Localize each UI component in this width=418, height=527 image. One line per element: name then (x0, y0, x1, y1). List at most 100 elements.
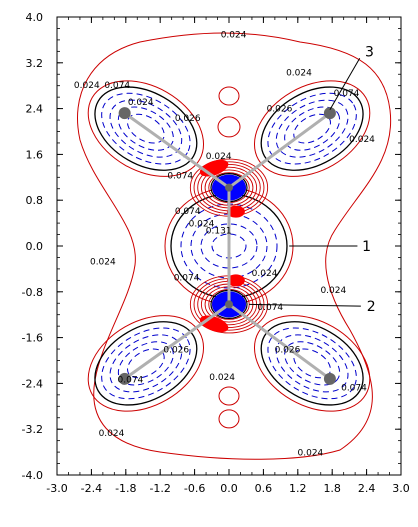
contour-label: 0.026 (163, 345, 189, 355)
contour-lobe-neg (267, 327, 357, 400)
atom-marker (225, 300, 233, 309)
x-tick-label: -1.2 (149, 482, 170, 495)
contour-label: 0.074 (341, 383, 367, 393)
atom-marker (225, 183, 233, 192)
bond-line (227, 302, 332, 381)
contour-label: 0.131 (206, 226, 232, 236)
contour-lobe-neg (267, 92, 357, 165)
y-tick-label: 0.8 (26, 194, 44, 207)
contour-label: 0.024 (209, 373, 235, 383)
core-dense-red (226, 274, 245, 287)
contour-label: 0.024 (189, 220, 215, 230)
contour-label: 0.026 (275, 345, 301, 355)
contour-lobe-neg (109, 334, 183, 393)
y-tick-label: 0.0 (26, 240, 44, 253)
atom-markers (118, 107, 336, 385)
annotation-label: 2 (367, 299, 376, 315)
contour-lobe-zero (260, 321, 364, 406)
contour-label: 0.024 (99, 429, 125, 439)
contour-satellite (218, 86, 240, 106)
annotation-leader (329, 57, 361, 110)
contour-label: 0.026 (267, 104, 293, 114)
y-tick-label: -4.0 (22, 469, 43, 482)
contour-label: 0.074 (104, 81, 130, 91)
contour-satellite (218, 386, 240, 406)
contour-lobe-neg (101, 327, 191, 400)
contour-label: 0.026 (175, 114, 201, 124)
contour-lobe-neg (275, 334, 349, 393)
y-tick-label: -1.6 (22, 332, 43, 345)
contour-label: 0.024 (90, 257, 116, 267)
contour-lobe-outer (87, 315, 205, 412)
atom-marker (118, 372, 131, 385)
contour-label: 0.024 (320, 286, 346, 296)
contour-lobe-outer (253, 80, 371, 177)
contour-label: 0.024 (349, 135, 375, 145)
contour-label: 0.024 (206, 152, 232, 162)
core-dense-red (226, 205, 245, 218)
y-tick-label: 2.4 (26, 103, 44, 116)
y-tick-label: -2.4 (22, 377, 43, 390)
x-tick-label: 0.6 (255, 482, 273, 495)
x-tick-label: -0.6 (184, 482, 205, 495)
x-tick-label: 1.8 (323, 482, 341, 495)
contour-label: 0.074 (118, 375, 144, 385)
contour-center-neg (200, 223, 258, 269)
contour-label: 0.074 (257, 303, 283, 313)
bond-lines (123, 111, 332, 381)
contour-lobe-neg (117, 106, 174, 151)
contour-lobe-outer (87, 80, 205, 177)
y-tick-label: 1.6 (26, 148, 44, 161)
bond-line (227, 111, 332, 190)
bond-line (123, 302, 231, 381)
y-tick-label: -3.2 (22, 423, 43, 436)
y-axis: 4.0 3.2 2.4 1.6 0.8 0.0 -0.8 -1.6 -2.4 -3.2 -4.0 (22, 11, 401, 482)
contour-lobe-neg (275, 99, 349, 158)
atom-marker (118, 107, 131, 120)
x-tick-label: 0.0 (220, 482, 238, 495)
atom-marker (323, 107, 336, 120)
contour-envelope (77, 32, 392, 460)
annotations: 3 1 2 (249, 44, 376, 315)
contour-lobe-zero (94, 321, 198, 406)
contour-satellite (217, 116, 241, 138)
y-tick-label: -0.8 (22, 286, 43, 299)
contour-lobe-neg (109, 99, 183, 158)
contour-lobe-neg (127, 113, 165, 144)
contour-lobe-neg (101, 92, 191, 165)
contour-label: 0.074 (334, 89, 360, 99)
contour-lobe-neg (117, 341, 174, 386)
bond-line (123, 111, 231, 190)
y-tick-label: 4.0 (26, 11, 44, 24)
contour-lobe-neg (284, 341, 341, 386)
x-tick-label: -3.0 (46, 482, 67, 495)
contour-label: 0.024 (286, 68, 312, 78)
contour-lobe-neg (127, 348, 165, 379)
contour-label: 0.024 (74, 81, 100, 91)
contour-label: 0.024 (298, 449, 324, 459)
contour-lobe-neg (284, 106, 341, 151)
contour-lobe-outer (253, 315, 371, 412)
contour-labels: 0.024 0.024 0.074 0.024 0.026 0.024 0.026 0.074… (74, 31, 375, 459)
x-tick-label: -1.8 (115, 482, 136, 495)
annotation-leader (249, 303, 361, 307)
contour-label: 0.024 (128, 98, 154, 108)
contour-label: 0.074 (167, 171, 193, 181)
annotation-label: 3 (365, 44, 374, 60)
contour-label: 0.074 (175, 207, 201, 217)
annotation-label: 1 (362, 239, 371, 255)
x-tick-label: 2.4 (358, 482, 376, 495)
contour-satellite (218, 409, 240, 429)
x-tick-label: 1.2 (289, 482, 307, 495)
contour-lobe-zero (260, 86, 364, 171)
contour-lobe-zero (94, 86, 198, 171)
x-tick-label: 3.0 (392, 482, 410, 495)
contour-label: 0.024 (252, 269, 278, 279)
x-tick-label: -2.4 (81, 482, 102, 495)
atom-marker (323, 372, 336, 385)
contour-label: 0.074 (174, 273, 200, 283)
y-tick-label: 3.2 (26, 57, 44, 70)
x-axis: -3.0 -2.4 -1.8 -1.2 -0.6 0.0 0.6 1.2 1.8 2.4 3.0 (46, 17, 410, 495)
